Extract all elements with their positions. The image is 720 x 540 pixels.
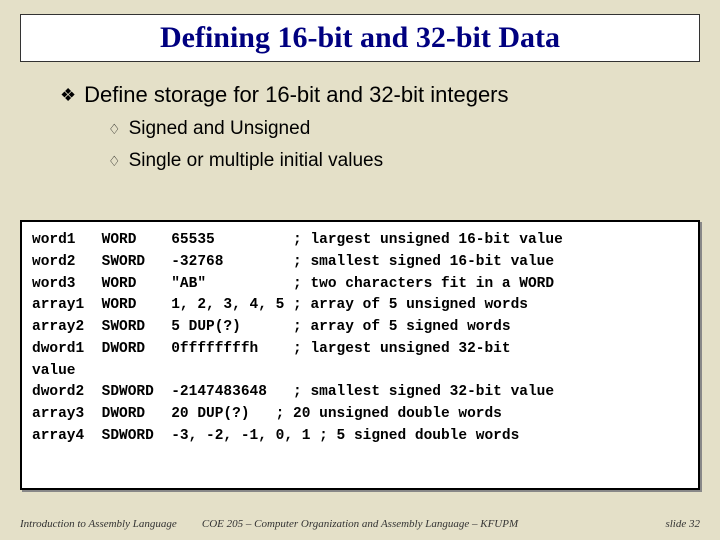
bullet-main-text: Define storage for 16-bit and 32-bit int… [84,82,508,107]
diamond-outline-icon: ♢ [108,121,121,138]
diamond-outline-icon: ♢ [108,153,121,170]
title-bar: Defining 16-bit and 32-bit Data [20,14,700,62]
sub-bullet-2: Single or multiple initial values [129,150,384,171]
sub-bullet-1: Signed and Unsigned [129,118,311,139]
footer-center: COE 205 – Computer Organization and Asse… [0,518,720,530]
bullet-level1: ❖ Define storage for 16-bit and 32-bit in… [60,82,680,108]
bullet-level2-2: ♢ Single or multiple initial values [108,150,680,172]
footer-right: slide 32 [665,518,700,530]
slide-title: Defining 16-bit and 32-bit Data [35,21,685,55]
diamond-icon: ❖ [60,85,76,106]
bullet-level2-1: ♢ Signed and Unsigned [108,118,680,140]
bullet-list: ❖ Define storage for 16-bit and 32-bit in… [60,82,680,180]
code-block: word1 WORD 65535 ; largest unsigned 16-b… [20,220,700,490]
